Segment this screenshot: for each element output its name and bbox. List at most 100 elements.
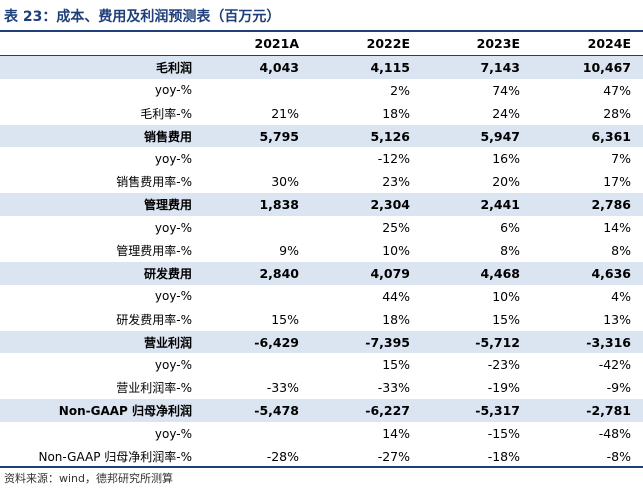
row-label: yoy-% <box>0 284 200 308</box>
row-label: 管理费用率-% <box>0 239 200 262</box>
column-header: 2022E <box>311 32 422 56</box>
value-cell: 4% <box>532 284 643 308</box>
value-cell: 2,786 <box>532 193 643 217</box>
value-cell: 2,840 <box>200 261 311 285</box>
value-cell: 20% <box>422 170 532 194</box>
value-cell: 5,795 <box>200 124 311 148</box>
table-row: yoy-% 14% -15% -48% <box>0 422 643 446</box>
value-cell: -6,429 <box>200 330 311 354</box>
row-label: 销售费用 <box>0 124 200 148</box>
value-cell: 10,467 <box>532 55 643 79</box>
value-cell: -33% <box>200 376 311 400</box>
table-row: 营业利润 -6,429 -7,395 -5,712 -3,316 <box>0 330 643 354</box>
value-cell: -19% <box>422 376 532 400</box>
value-cell: -23% <box>422 353 532 377</box>
value-cell: 4,636 <box>532 261 643 285</box>
value-cell: 15% <box>200 307 311 331</box>
header-row: 2021A 2022E 2023E 2024E <box>0 32 643 56</box>
row-label: yoy-% <box>0 78 200 102</box>
value-cell: -5,712 <box>422 330 532 354</box>
table-row: yoy-% 15% -23% -42% <box>0 353 643 377</box>
row-label: yoy-% <box>0 216 200 240</box>
row-label: yoy-% <box>0 422 200 446</box>
table-row: yoy-% 2% 74% 47% <box>0 78 643 102</box>
value-cell: 13% <box>532 307 643 331</box>
value-cell <box>200 216 311 240</box>
value-cell: 30% <box>200 170 311 194</box>
value-cell: 15% <box>311 353 422 377</box>
value-cell: 74% <box>422 78 532 102</box>
value-cell: 8% <box>422 239 532 262</box>
row-label: 毛利润 <box>0 55 200 79</box>
column-header: 2024E <box>532 32 643 56</box>
value-cell: 5,947 <box>422 124 532 148</box>
value-cell: -18% <box>422 445 532 468</box>
table-row: 毛利率-% 21% 18% 24% 28% <box>0 101 643 125</box>
forecast-table: 2021A 2022E 2023E 2024E 毛利润 4,043 4,115 7,1… <box>0 32 643 468</box>
value-cell: -8% <box>532 445 643 468</box>
value-cell: 5,126 <box>311 124 422 148</box>
bottom-rule <box>0 466 643 468</box>
value-cell: 4,115 <box>311 55 422 79</box>
value-cell: 18% <box>311 101 422 125</box>
value-cell: 14% <box>532 216 643 240</box>
value-cell: 23% <box>311 170 422 194</box>
value-cell <box>200 284 311 308</box>
value-cell: -12% <box>311 147 422 171</box>
table-row: 毛利润 4,043 4,115 7,143 10,467 <box>0 55 643 79</box>
value-cell: 21% <box>200 101 311 125</box>
table-row: Non-GAAP 归母净利润率-% -28% -27% -18% -8% <box>0 445 643 468</box>
table-row: yoy-% -12% 16% 7% <box>0 147 643 171</box>
value-cell: 44% <box>311 284 422 308</box>
value-cell: -5,478 <box>200 399 311 423</box>
value-cell <box>200 422 311 446</box>
table-body: 毛利润 4,043 4,115 7,143 10,467 yoy-% 2% 74% 47% 毛利率… <box>0 55 643 468</box>
value-cell <box>200 78 311 102</box>
row-label: 销售费用率-% <box>0 170 200 194</box>
value-cell: 7,143 <box>422 55 532 79</box>
value-cell: -5,317 <box>422 399 532 423</box>
row-label: 毛利率-% <box>0 101 200 125</box>
value-cell: 9% <box>200 239 311 262</box>
value-cell: -2,781 <box>532 399 643 423</box>
value-cell: 2,441 <box>422 193 532 217</box>
row-label: 营业利润 <box>0 330 200 354</box>
source-note: 资料来源：wind，德邦研究所测算 <box>4 472 174 485</box>
value-cell: -33% <box>311 376 422 400</box>
row-label: yoy-% <box>0 353 200 377</box>
table-row: yoy-% 25% 6% 14% <box>0 216 643 240</box>
table-row: 管理费用 1,838 2,304 2,441 2,786 <box>0 193 643 217</box>
value-cell: -15% <box>422 422 532 446</box>
row-label: 管理费用 <box>0 193 200 217</box>
value-cell: -28% <box>200 445 311 468</box>
table-row: yoy-% 44% 10% 4% <box>0 284 643 308</box>
value-cell: 10% <box>422 284 532 308</box>
table-row: Non-GAAP 归母净利润 -5,478 -6,227 -5,317 -2,781 <box>0 399 643 423</box>
table-row: 研发费用 2,840 4,079 4,468 4,636 <box>0 261 643 285</box>
value-cell: -42% <box>532 353 643 377</box>
value-cell: 1,838 <box>200 193 311 217</box>
header-label-cell <box>0 32 200 56</box>
value-cell <box>200 147 311 171</box>
value-cell <box>200 353 311 377</box>
value-cell: -7,395 <box>311 330 422 354</box>
row-label: 研发费用率-% <box>0 307 200 331</box>
value-cell: 10% <box>311 239 422 262</box>
value-cell: -48% <box>532 422 643 446</box>
value-cell: 14% <box>311 422 422 446</box>
value-cell: 25% <box>311 216 422 240</box>
value-cell: 2% <box>311 78 422 102</box>
value-cell: 15% <box>422 307 532 331</box>
value-cell: 47% <box>532 78 643 102</box>
column-header: 2021A <box>200 32 311 56</box>
value-cell: 24% <box>422 101 532 125</box>
value-cell: 6,361 <box>532 124 643 148</box>
value-cell: 16% <box>422 147 532 171</box>
table-row: 研发费用率-% 15% 18% 15% 13% <box>0 307 643 331</box>
value-cell: 8% <box>532 239 643 262</box>
row-label: Non-GAAP 归母净利润 <box>0 399 200 423</box>
table-row: 管理费用率-% 9% 10% 8% 8% <box>0 239 643 262</box>
table-row: 销售费用 5,795 5,126 5,947 6,361 <box>0 124 643 148</box>
value-cell: 6% <box>422 216 532 240</box>
value-cell: 28% <box>532 101 643 125</box>
